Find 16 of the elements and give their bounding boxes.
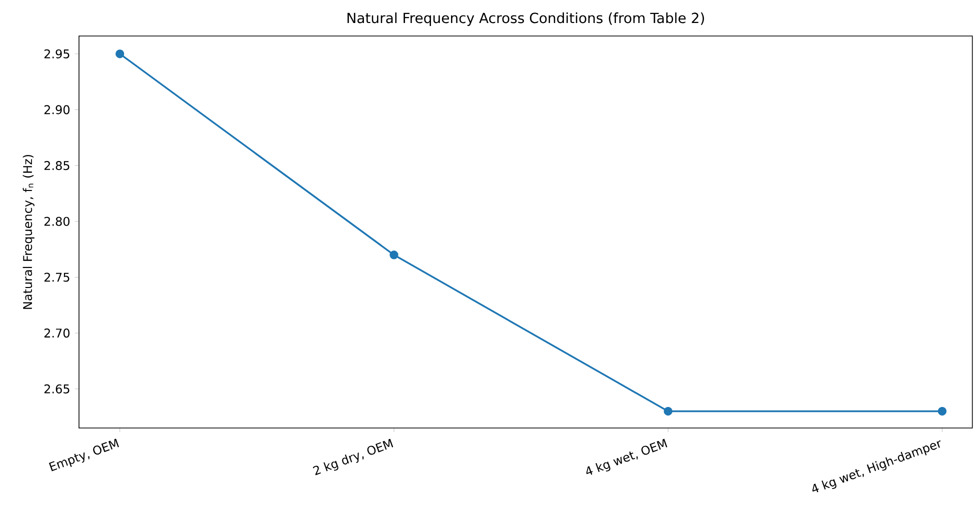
y-tick-label: 2.90 [44,105,70,114]
point [938,406,947,416]
y-tick-label: 2.75 [44,272,70,282]
chart-title: Natural Frequency Across Conditions (from Table 2) [348,12,704,26]
x-tick-label: 2 kg dry, OEM [312,438,394,476]
y-axis-title: Natural Frequency, f$_{n}$ (Hz) [22,154,34,309]
x-tick-label: Empty, OEM [48,438,119,472]
y-tick-label: 2.85 [44,161,70,170]
point [664,406,672,416]
y-tick-label: 2.65 [44,384,70,394]
point [390,250,398,260]
y-tick-label: 2.80 [44,216,70,226]
x-tick-label: 4 kg wet, OEM [586,438,668,475]
point [116,50,124,58]
y-tick-label: 2.70 [44,328,70,338]
y-tick-label: 2.95 [44,49,70,58]
